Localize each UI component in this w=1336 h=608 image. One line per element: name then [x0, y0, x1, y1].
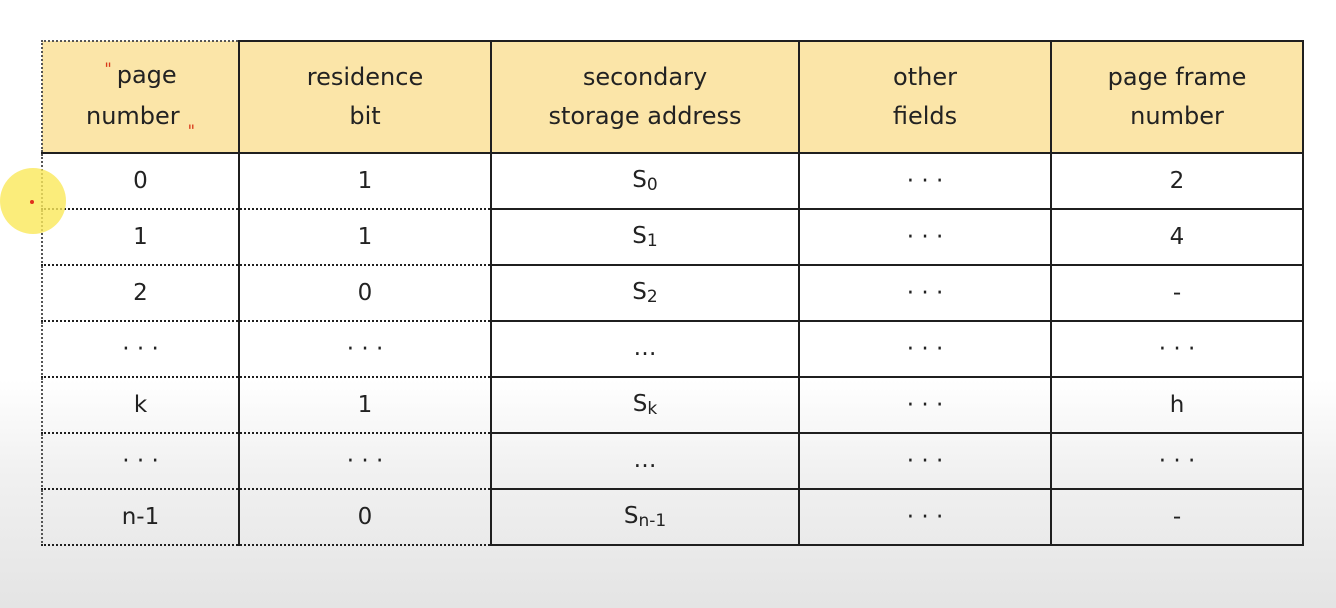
address-subscript: 1 [646, 231, 658, 251]
cell-storage-address[interactable]: S1 [490, 208, 800, 266]
cell-page-number[interactable]: k [41, 376, 240, 434]
cell-other-fields[interactable]: · · · [798, 152, 1052, 210]
address-base: S [632, 391, 648, 417]
cell-page-number[interactable]: · · · [41, 432, 240, 490]
header-secondary-storage-address[interactable]: secondary storage address [490, 40, 800, 154]
table-row: 2 0 S2 · · · - [41, 264, 1304, 322]
header-residence-bit[interactable]: residence bit [238, 40, 492, 154]
cell-other-fields[interactable]: · · · [798, 488, 1052, 546]
header-line: number [1130, 102, 1224, 130]
header-line: page frame [1107, 63, 1247, 91]
header-line: bit [349, 102, 381, 130]
address-subscript: 2 [646, 287, 658, 307]
address-subscript: k [647, 399, 658, 419]
cell-other-fields[interactable]: · · · [798, 208, 1052, 266]
table-row: k 1 Sk · · · h [41, 376, 1304, 434]
cell-page-frame[interactable]: · · · [1050, 320, 1304, 378]
laser-pointer-dot [30, 200, 34, 204]
header-line: storage address [548, 102, 742, 130]
header-line: page [116, 61, 177, 89]
quote-close-mark: " [187, 121, 196, 140]
cell-page-frame[interactable]: - [1050, 488, 1304, 546]
header-line: fields [892, 102, 958, 130]
cell-storage-address[interactable]: Sk [490, 376, 800, 434]
cell-page-frame[interactable]: 2 [1050, 152, 1304, 210]
header-row: " page number" residence bit secondary st… [41, 40, 1304, 154]
quote-open-mark: " [104, 59, 112, 78]
table-row: 1 1 S1 · · · 4 [41, 208, 1304, 266]
address-subscript: n-1 [638, 511, 667, 531]
cell-other-fields[interactable]: · · · [798, 432, 1052, 490]
cell-residence-bit[interactable]: 1 [238, 152, 492, 210]
cell-other-fields[interactable]: · · · [798, 320, 1052, 378]
header-line: other [893, 63, 957, 91]
cell-storage-address[interactable]: … [490, 432, 800, 490]
cell-page-number[interactable]: n-1 [41, 488, 240, 546]
table-row: · · · · · · … · · · · · · [41, 432, 1304, 490]
address-base: S [632, 223, 647, 249]
header-line: number [85, 102, 180, 130]
cell-residence-bit[interactable]: · · · [238, 320, 492, 378]
cell-page-frame[interactable]: 4 [1050, 208, 1304, 266]
header-page-frame-number[interactable]: page frame number [1050, 40, 1304, 154]
cell-storage-address[interactable]: Sn-1 [490, 488, 800, 546]
cell-page-number[interactable]: 1 [41, 208, 240, 266]
cell-residence-bit[interactable]: 1 [238, 208, 492, 266]
cell-residence-bit[interactable]: 0 [238, 488, 492, 546]
address-base: … [633, 447, 657, 473]
cell-page-number[interactable]: 2 [41, 264, 240, 322]
cell-other-fields[interactable]: · · · [798, 264, 1052, 322]
cell-page-frame[interactable]: h [1050, 376, 1304, 434]
table-row: n-1 0 Sn-1 · · · - [41, 488, 1304, 546]
cell-other-fields[interactable]: · · · [798, 376, 1052, 434]
cell-residence-bit[interactable]: · · · [238, 432, 492, 490]
header-other-fields[interactable]: other fields [798, 40, 1052, 154]
cell-storage-address[interactable]: S0 [490, 152, 800, 210]
address-subscript: 0 [646, 175, 658, 195]
address-base: … [633, 335, 657, 361]
table-row: · · · · · · … · · · · · · [41, 320, 1304, 378]
page-table: " page number" residence bit secondary st… [41, 40, 1304, 546]
address-base: S [623, 503, 639, 529]
header-line: residence [306, 63, 424, 91]
table-row: 0 1 S0 · · · 2 [41, 152, 1304, 210]
cell-page-frame[interactable]: · · · [1050, 432, 1304, 490]
cell-page-number[interactable]: 0 [41, 152, 240, 210]
header-page-number[interactable]: " page number" [41, 40, 240, 154]
cell-page-number[interactable]: · · · [41, 320, 240, 378]
address-base: S [632, 167, 647, 193]
header-line: secondary [582, 63, 708, 91]
address-base: S [632, 279, 647, 305]
cell-page-frame[interactable]: - [1050, 264, 1304, 322]
cell-storage-address[interactable]: S2 [490, 264, 800, 322]
cell-storage-address[interactable]: … [490, 320, 800, 378]
cell-residence-bit[interactable]: 1 [238, 376, 492, 434]
cell-residence-bit[interactable]: 0 [238, 264, 492, 322]
